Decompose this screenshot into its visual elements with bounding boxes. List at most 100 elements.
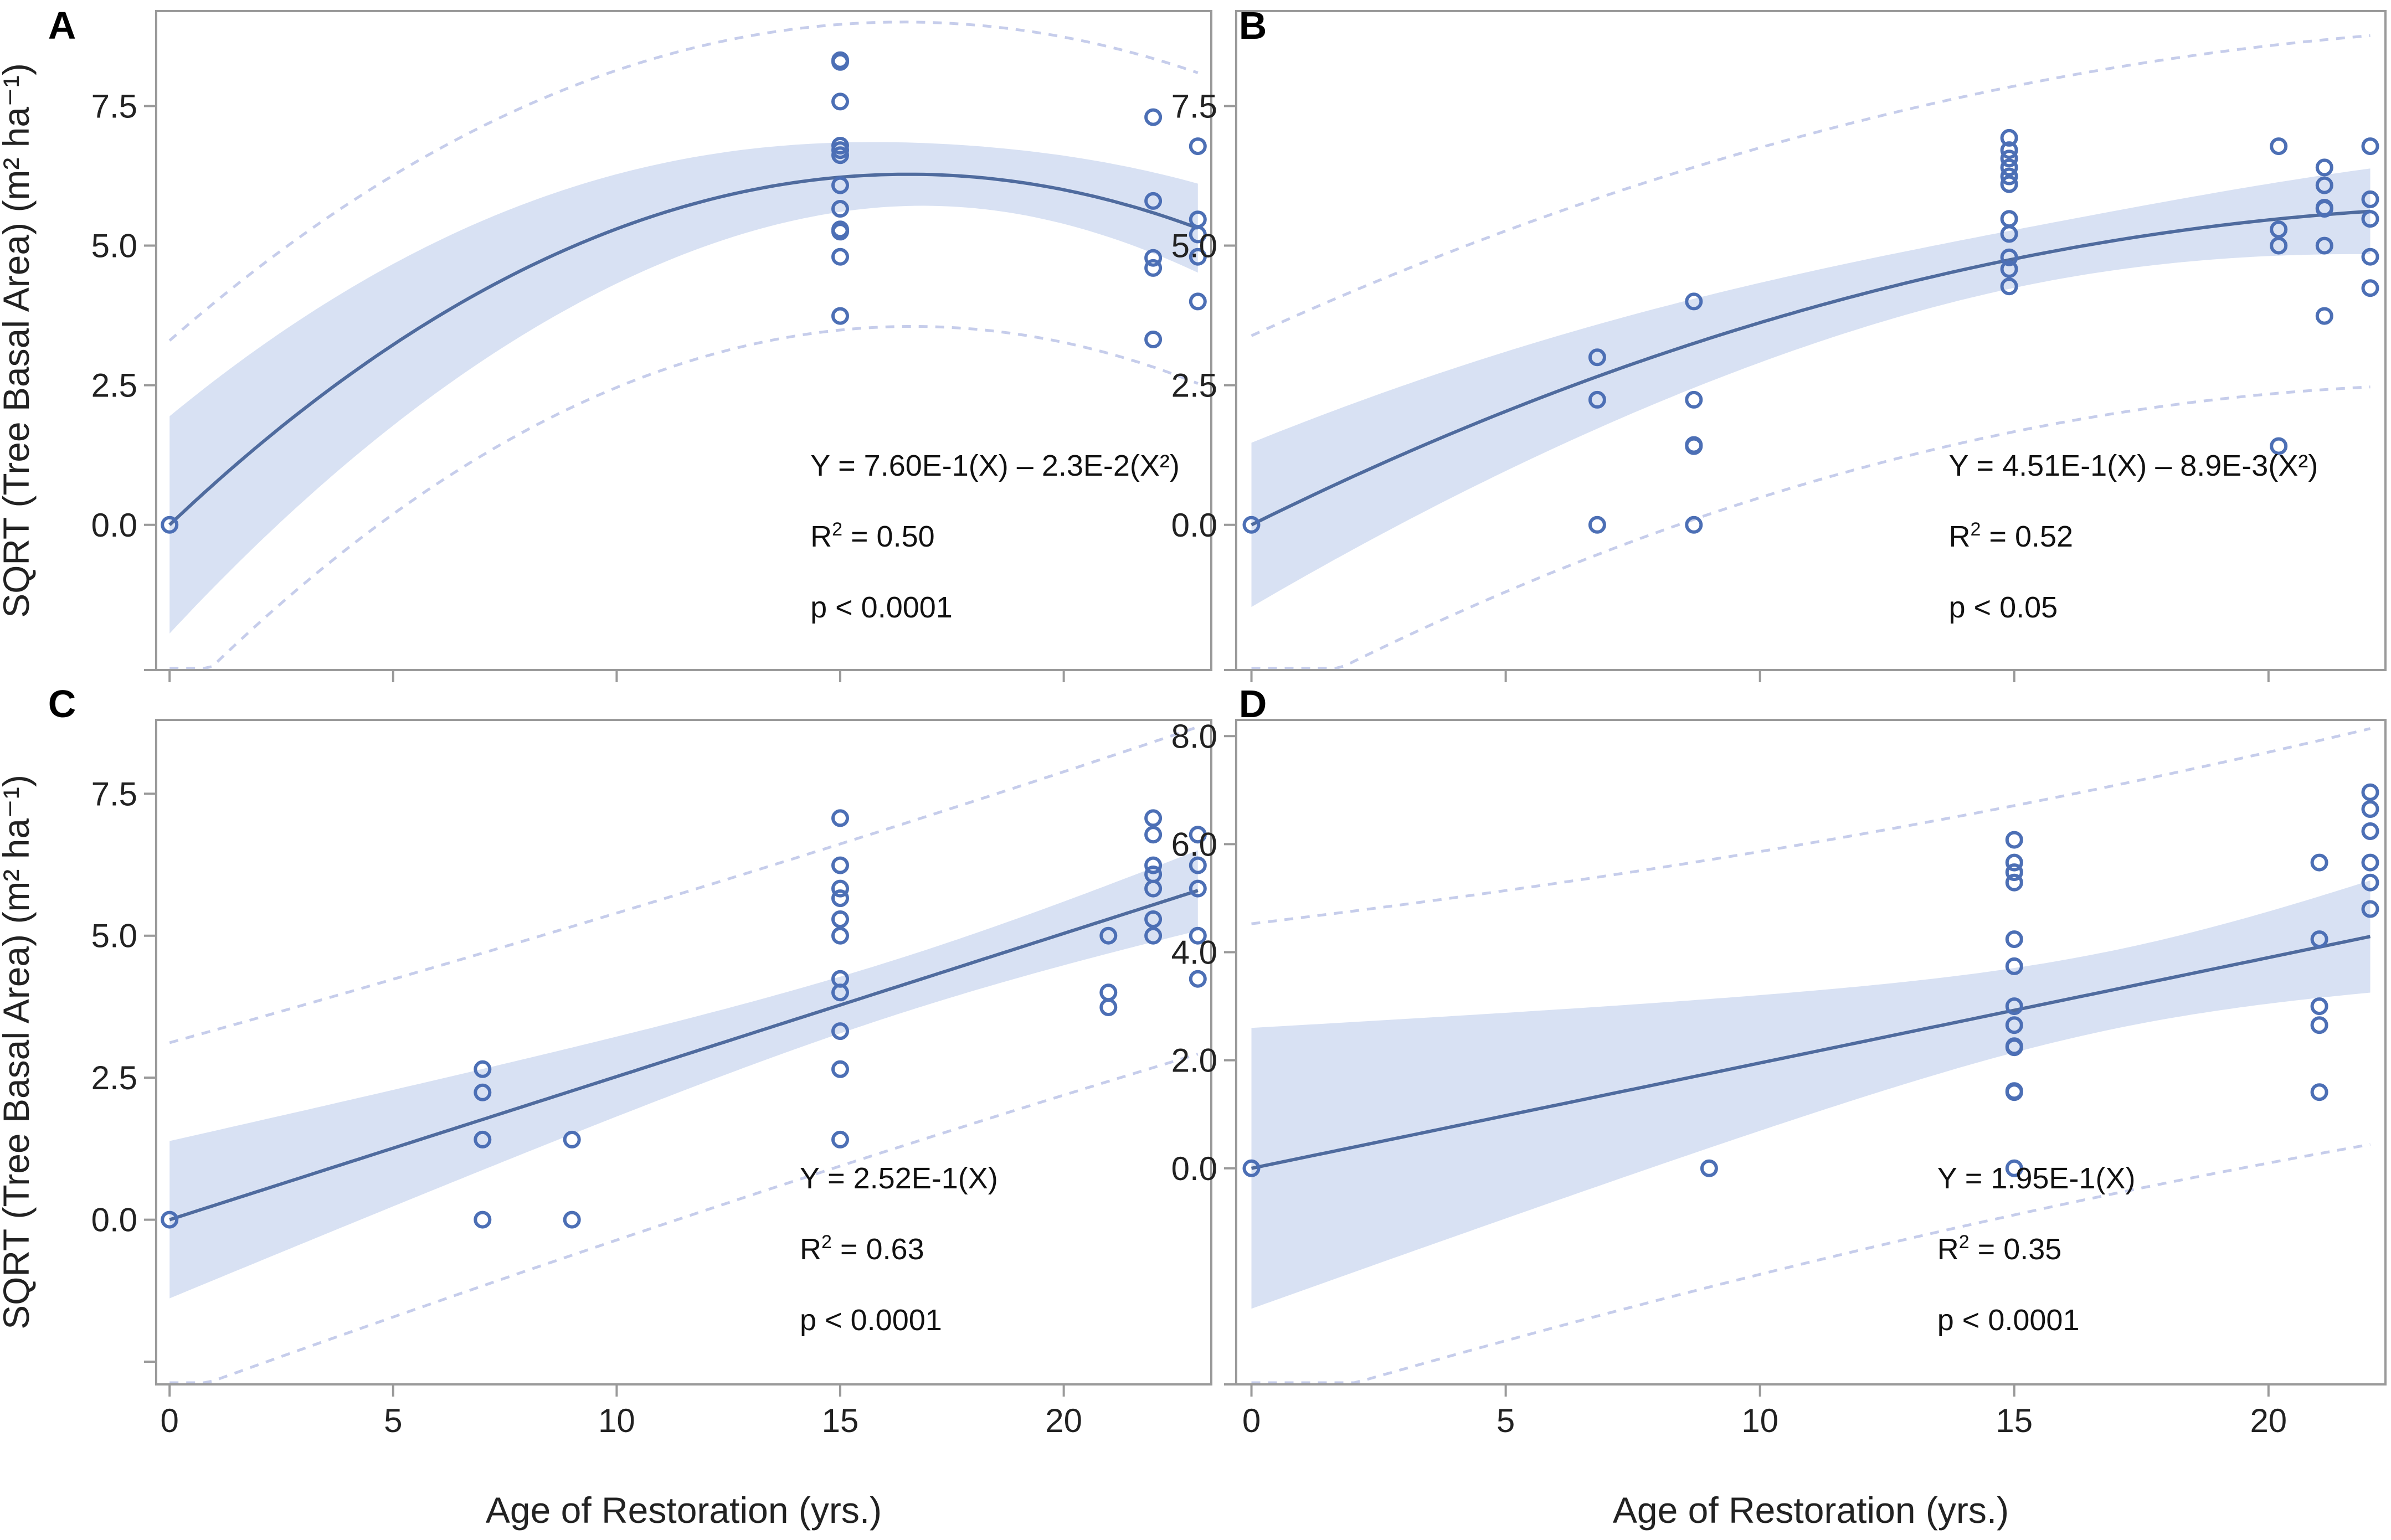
data-point-D-19 <box>2310 853 2328 872</box>
y-axis-title-C: SQRT (Tree Basal Area) (m² ha⁻¹) <box>0 775 37 1330</box>
x-tick-label-D-1: 5 <box>1497 1402 1515 1439</box>
data-point-A-12 <box>831 53 849 71</box>
data-point-C-24 <box>1144 866 1163 883</box>
y-tick-label-A-2: 2.5 <box>91 367 137 404</box>
data-point-A-6 <box>831 176 849 194</box>
data-point-D-25 <box>2361 783 2379 801</box>
r-squared-D: R2 = 0.35 <box>1937 1232 2062 1266</box>
panel-C: 0 5 10 15 20 0.0 2.5 5.0 7.5 C SQRT (Tree Basal Ar… <box>0 682 1212 1531</box>
x-tick-label-D-2: 10 <box>1741 1402 1778 1439</box>
data-point-B-1 <box>1588 516 1606 534</box>
data-point-C-25 <box>1144 856 1163 874</box>
data-point-C-19 <box>1099 983 1118 1002</box>
data-point-B-20 <box>2270 437 2288 455</box>
y-tick-label-B-4: 7.5 <box>1171 87 1217 125</box>
y-tick-label-B-2: 2.5 <box>1171 367 1217 404</box>
y-tick-label-C-3: 5.0 <box>91 918 137 955</box>
data-point-D-12 <box>2005 863 2023 882</box>
data-point-C-21 <box>1144 926 1163 945</box>
fit-line-C <box>169 889 1199 1222</box>
data-point-C-32 <box>1189 826 1207 844</box>
data-point-C-14 <box>831 889 849 908</box>
data-point-C-13 <box>831 910 849 928</box>
x-tick-label-D-4: 20 <box>2250 1402 2287 1439</box>
p-value-D: p < 0.0001 <box>1937 1304 2080 1337</box>
prediction-limit-upper-A <box>168 20 1199 342</box>
data-point-A-16 <box>1144 192 1163 210</box>
data-point-D-4 <box>2005 1082 2023 1100</box>
data-point-D-8 <box>2005 997 2023 1016</box>
data-point-C-7 <box>831 1130 849 1148</box>
plot-frame-A <box>155 10 1212 671</box>
data-point-B-31 <box>2361 248 2379 266</box>
data-point-C-22 <box>1144 910 1163 928</box>
panel-letter-C: C <box>48 682 76 725</box>
data-point-B-7 <box>1685 390 1703 409</box>
data-point-C-17 <box>831 809 849 827</box>
x-axis-title-D: Age of Restoration (yrs.) <box>1613 1490 2009 1531</box>
confidence-band-D <box>1251 880 2371 1309</box>
p-value-B: p < 0.05 <box>1949 591 2058 624</box>
x-tick-label-D-0: 0 <box>1242 1402 1261 1439</box>
x-tick-label-C-2: 10 <box>598 1402 635 1439</box>
prediction-limit-upper-C <box>169 725 1199 1044</box>
data-point-D-23 <box>2361 822 2379 840</box>
data-point-C-11 <box>831 970 849 988</box>
data-point-C-15 <box>831 879 849 898</box>
plot-frame-D <box>1235 719 2387 1386</box>
confidence-band-C <box>169 850 1198 1299</box>
data-point-A-21 <box>1189 210 1207 229</box>
data-point-A-0 <box>161 516 179 534</box>
data-point-B-27 <box>2315 199 2333 217</box>
data-point-B-6 <box>1685 436 1703 454</box>
data-point-D-7 <box>2005 1016 2023 1034</box>
data-point-B-28 <box>2315 176 2333 194</box>
data-point-B-21 <box>2270 236 2288 255</box>
data-point-D-21 <box>2361 873 2379 892</box>
data-point-B-17 <box>2000 150 2018 168</box>
equation-B: Y = 4.51E-1(X) – 8.9E-3(X²) <box>1949 449 2318 482</box>
panel-D: 0 5 10 15 20 0.0 2.0 4.0 6.0 8.0 D Age of Restorati… <box>1171 682 2387 1531</box>
r-squared-B: R2 = 0.52 <box>1949 519 2074 553</box>
data-point-D-6 <box>2005 1037 2023 1055</box>
y-tick-label-B-3: 5.0 <box>1171 228 1217 265</box>
y-tick-label-C-1: 0.0 <box>91 1202 137 1239</box>
y-tick-label-D-2: 2.0 <box>1171 1042 1217 1079</box>
y-tick-label-C-2: 2.5 <box>91 1059 137 1096</box>
equation-D: Y = 1.95E-1(X) <box>1937 1162 2136 1195</box>
prediction-limit-upper-D <box>1251 727 2371 925</box>
data-point-C-8 <box>831 1060 849 1078</box>
data-point-B-9 <box>2000 277 2018 296</box>
data-point-A-14 <box>1144 259 1163 277</box>
data-point-A-18 <box>1189 292 1207 311</box>
y-tick-label-A-4: 7.5 <box>91 87 137 125</box>
x-tick-label-D-3: 15 <box>1996 1402 2033 1439</box>
data-point-B-0 <box>1242 516 1261 534</box>
data-point-B-2 <box>1588 390 1606 409</box>
data-point-B-13 <box>2000 210 2018 228</box>
data-point-A-4 <box>831 220 849 239</box>
data-point-B-30 <box>2361 279 2379 297</box>
data-point-D-2 <box>2005 1159 2023 1177</box>
data-point-A-1 <box>831 307 849 325</box>
equation-C: Y = 2.52E-1(X) <box>800 1162 998 1195</box>
data-point-A-13 <box>1144 331 1163 348</box>
data-point-C-20 <box>1099 926 1118 945</box>
data-point-C-3 <box>474 1083 492 1101</box>
data-point-C-4 <box>474 1060 492 1078</box>
data-point-D-24 <box>2361 800 2379 818</box>
data-point-C-27 <box>1144 809 1163 827</box>
data-point-C-29 <box>1189 926 1207 945</box>
data-point-C-28 <box>1189 970 1207 988</box>
data-point-A-5 <box>831 200 849 218</box>
plot-frame-B <box>1235 10 2387 671</box>
data-point-C-12 <box>831 926 849 945</box>
y-tick-label-D-3: 4.0 <box>1171 934 1217 971</box>
data-point-B-32 <box>2361 210 2379 228</box>
data-point-B-4 <box>1685 516 1703 534</box>
data-point-B-24 <box>2315 307 2333 325</box>
data-point-C-5 <box>563 1211 581 1229</box>
r-squared-C: R2 = 0.63 <box>800 1232 924 1266</box>
data-point-D-9 <box>2005 957 2023 975</box>
